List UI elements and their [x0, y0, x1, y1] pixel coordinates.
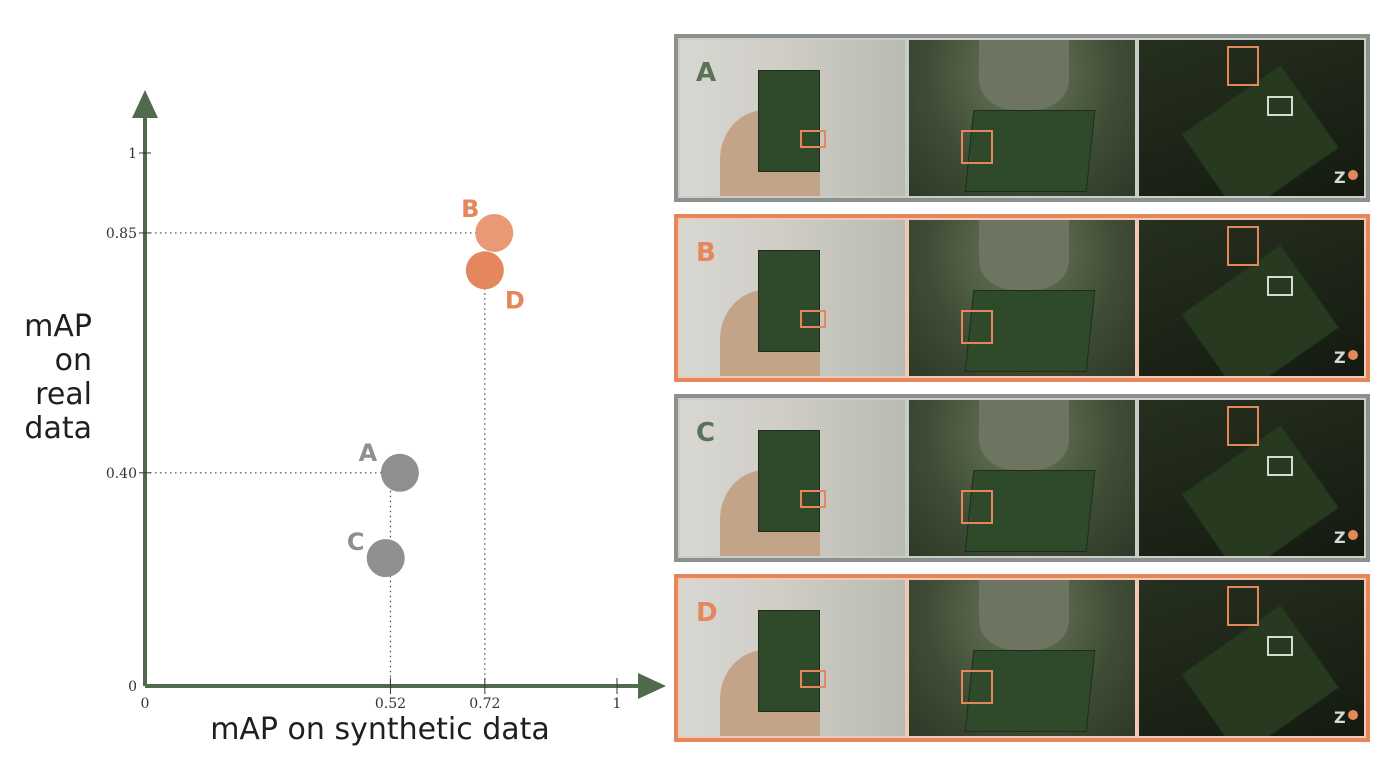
point-label-d: D — [505, 286, 525, 314]
z-logo-icon: Z — [1334, 528, 1358, 548]
pillar-image — [979, 400, 1070, 470]
panel-d: Z D — [674, 574, 1370, 742]
detection-box — [1226, 46, 1259, 86]
board-image — [758, 250, 820, 352]
detection-box — [800, 490, 826, 508]
panel-c: Z C — [674, 394, 1370, 562]
z-logo-icon: Z — [1334, 708, 1358, 728]
y-tick-label: 0.85 — [106, 226, 137, 242]
board-image — [758, 430, 820, 532]
thumbnail-hand-held — [680, 220, 906, 376]
thumbnail-dark: Z — [1138, 400, 1364, 556]
scatter-chart: 0 0.52 0.72 1 0 0.40 0.85 1 A B C D — [106, 90, 666, 712]
detection-box — [961, 310, 994, 344]
pillar-image — [979, 580, 1070, 650]
thumbnail-on-fabric — [909, 400, 1135, 556]
panel-letter: C — [696, 418, 716, 448]
thumbnail-dark: Z — [1138, 220, 1364, 376]
board-image — [1180, 604, 1339, 736]
y-tick-label: 0 — [128, 679, 137, 695]
detection-box — [1226, 406, 1259, 446]
panel-letter: B — [696, 238, 716, 268]
thumbnail-on-fabric — [909, 40, 1135, 196]
point-c — [366, 539, 405, 578]
board-image — [1180, 64, 1339, 196]
point-d — [465, 251, 504, 290]
point-a — [380, 453, 419, 492]
board-image — [758, 610, 820, 712]
point-b — [475, 213, 514, 252]
detection-box — [1226, 586, 1259, 626]
detection-box — [1266, 96, 1293, 116]
point-label-a: A — [359, 439, 378, 467]
z-logo-icon: Z — [1334, 348, 1358, 368]
y-tick-label: 1 — [128, 146, 137, 162]
x-tick-label: 0.52 — [375, 696, 406, 712]
panel-letter: A — [696, 58, 717, 88]
panel-a: Z A — [674, 34, 1370, 202]
y-axis-title: mAP on real data — [24, 309, 92, 446]
detection-box — [1266, 276, 1293, 296]
board-image — [1180, 244, 1339, 376]
detection-box — [1226, 226, 1259, 266]
guide-lines — [145, 232, 486, 686]
detection-box — [1266, 636, 1293, 656]
thumbnail-hand-held — [680, 400, 906, 556]
point-label-c: C — [347, 528, 365, 556]
detection-box — [1266, 456, 1293, 476]
detection-box — [961, 130, 994, 164]
detection-box — [800, 310, 826, 328]
detection-box — [961, 670, 994, 704]
pillar-image — [979, 40, 1070, 110]
board-image — [758, 70, 820, 172]
detection-box — [961, 490, 994, 524]
y-tick-label: 0.40 — [106, 466, 137, 482]
board-image — [1180, 424, 1339, 556]
thumbnail-hand-held — [680, 580, 906, 736]
panel-b: Z B — [674, 214, 1370, 382]
detection-box — [800, 130, 826, 148]
thumbnail-dark: Z — [1138, 580, 1364, 736]
thumbnail-on-fabric — [909, 220, 1135, 376]
data-points: A B C D — [347, 195, 525, 578]
x-axis-arrowhead — [638, 673, 666, 699]
y-axis-arrowhead — [132, 90, 158, 118]
axes: 0 0.52 0.72 1 0 0.40 0.85 1 — [106, 90, 666, 712]
point-label-b: B — [461, 195, 479, 223]
detection-box — [800, 670, 826, 688]
x-tick-label: 0 — [141, 696, 150, 712]
x-tick-label: 1 — [613, 696, 622, 712]
z-logo-icon: Z — [1334, 168, 1358, 188]
x-axis-title: mAP on synthetic data — [210, 712, 550, 747]
thumbnail-dark: Z — [1138, 40, 1364, 196]
thumbnail-hand-held — [680, 40, 906, 196]
x-tick-label: 0.72 — [469, 696, 500, 712]
panel-letter: D — [696, 598, 718, 628]
pillar-image — [979, 220, 1070, 290]
thumbnail-on-fabric — [909, 580, 1135, 736]
